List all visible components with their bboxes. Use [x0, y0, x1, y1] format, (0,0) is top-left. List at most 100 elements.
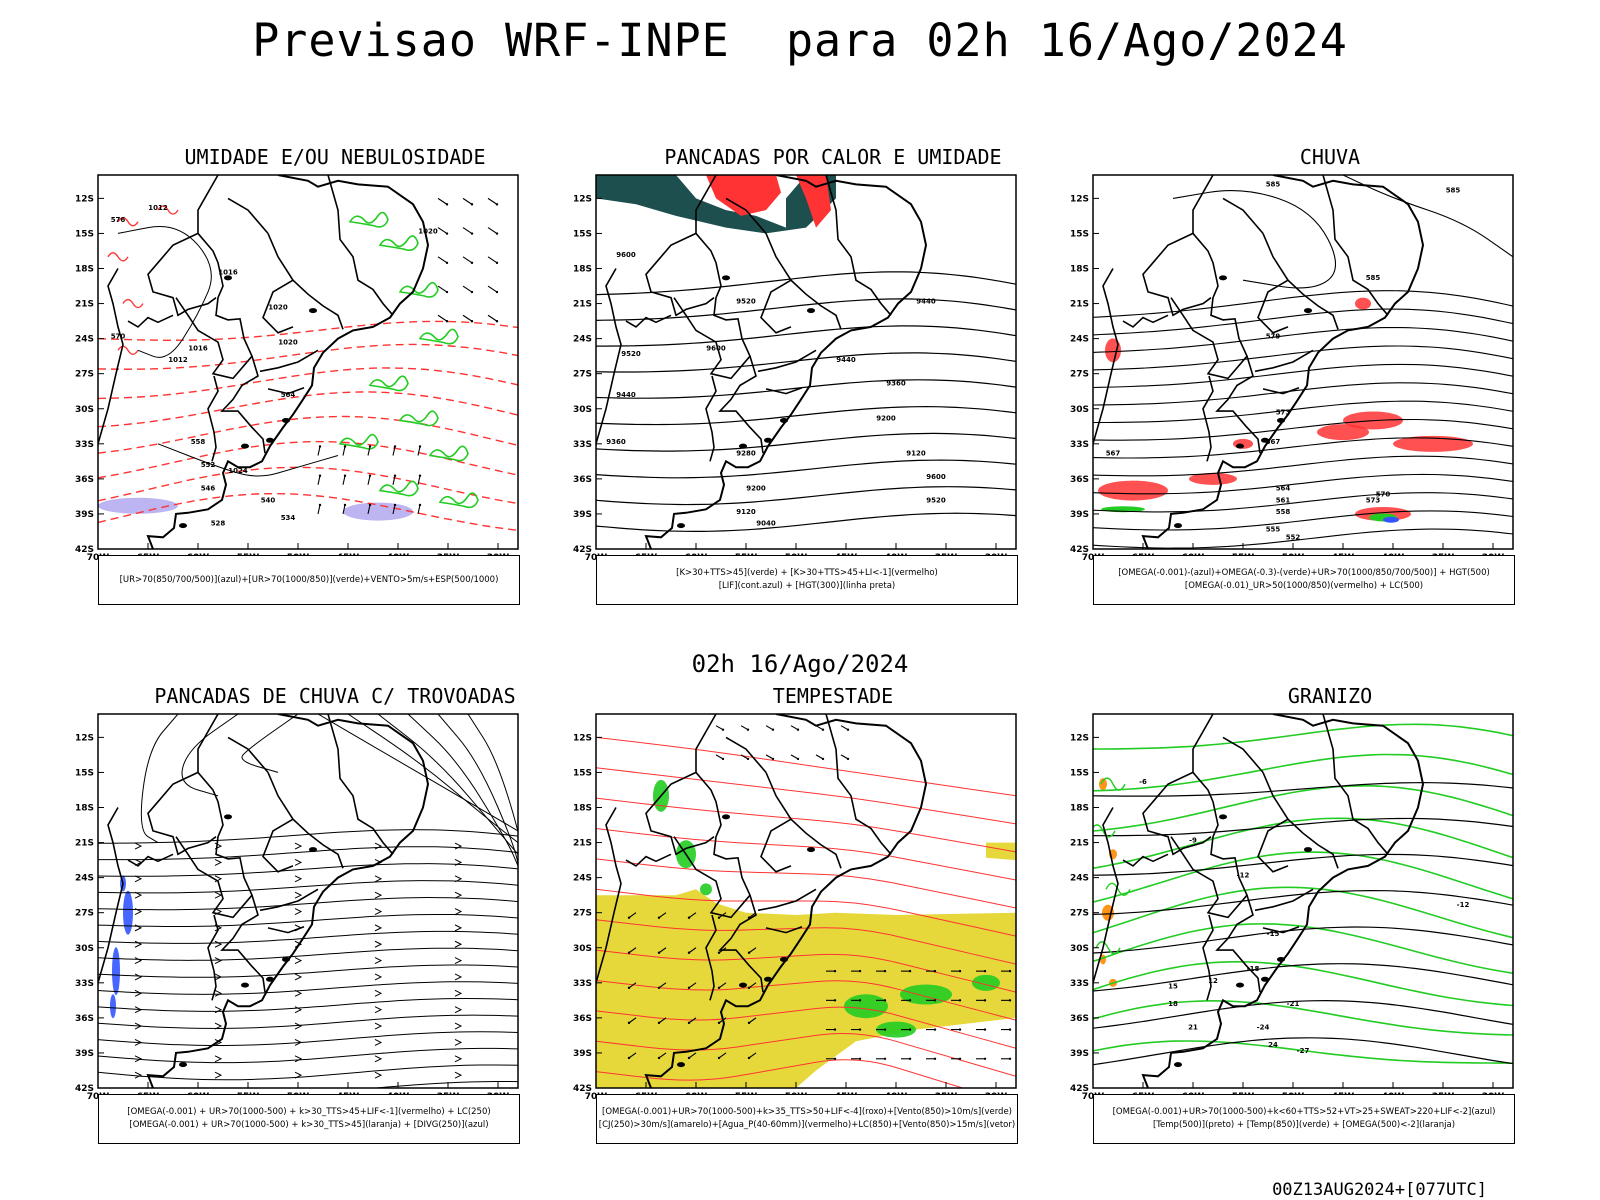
contour-label: 570: [1376, 490, 1391, 498]
panel-title: UMIDADE E/OU NEBULOSIDADE: [184, 145, 486, 169]
contour-label: 24: [1268, 1041, 1278, 1049]
lat-tick-label: 15S: [1070, 768, 1089, 778]
wind-vector: [367, 446, 371, 456]
wind-vector: [658, 947, 667, 954]
contour-label: 561: [1276, 496, 1291, 504]
wind-vector: [367, 504, 371, 515]
lat-tick-label: 39S: [75, 510, 94, 520]
wind-vector: [790, 754, 799, 760]
contour-label: 1024: [228, 467, 248, 475]
lat-tick-label: 21S: [573, 300, 592, 310]
lat-tick-label: 15S: [1070, 229, 1089, 239]
lat-tick-label: 42S: [1070, 545, 1089, 555]
wind-vector: [765, 754, 774, 760]
contour-label: 558: [191, 438, 206, 446]
wind-vector: [487, 227, 498, 235]
lat-tick-label: 39S: [573, 1049, 592, 1059]
contour-label: -6: [1139, 778, 1147, 786]
wind-vector: [487, 256, 498, 264]
lat-tick-label: 42S: [75, 1084, 94, 1094]
lat-tick-label: 18S: [1070, 804, 1089, 814]
wind-vector: [487, 197, 498, 205]
contour-label: 12: [1208, 977, 1218, 985]
wind-vector: [718, 1052, 727, 1059]
panel-granizo: GRANIZO -6 -9 -12 -15 -18 -21 -24 -27 12 15 18 21 24-…: [1065, 684, 1595, 1174]
wind-vector: [840, 754, 849, 760]
contour-label: 9280: [736, 450, 756, 458]
panel-title: PANCADAS POR CALOR E UMIDADE: [664, 145, 1002, 169]
lat-tick-label: 18S: [573, 804, 592, 814]
lat-tick-label: 30S: [75, 405, 94, 415]
field-area: [98, 497, 178, 514]
contour-label: 9200: [876, 414, 896, 422]
contour-label: 585: [1366, 274, 1381, 282]
lat-tick-label: 39S: [573, 510, 592, 520]
lat-tick-label: 33S: [1070, 440, 1089, 450]
contour-label: 9600: [926, 473, 946, 481]
wind-vector: [462, 314, 473, 322]
legend-box: [OMEGA(-0.001)+UR>70(1000-500)+k<60+TTS>…: [1093, 1094, 1515, 1144]
contour-label: 9520: [736, 298, 756, 306]
wind-vector: [765, 725, 774, 731]
lat-tick-label: 24S: [75, 335, 94, 345]
lat-tick-label: 27S: [1070, 909, 1089, 919]
lat-tick-label: 33S: [573, 979, 592, 989]
legend-line: [OMEGA(-0.001) + UR>70(1000-500) + k>30_…: [127, 1107, 491, 1117]
wind-vector: [715, 725, 724, 731]
contour-label: 558: [1276, 508, 1291, 516]
lat-tick-label: 21S: [75, 839, 94, 849]
contour-label: 546: [201, 485, 216, 493]
contour-label: 1020: [268, 303, 288, 311]
lat-tick-label: 27S: [1070, 370, 1089, 380]
contour-label: 534: [281, 514, 296, 522]
contour-label: 1020: [418, 227, 438, 235]
lat-tick-label: 18S: [75, 265, 94, 275]
legend-box: [OMEGA(-0.001) + UR>70(1000-500) + k>30_…: [98, 1094, 520, 1144]
contour-label: 9040: [756, 520, 776, 528]
field-area: [1105, 338, 1121, 363]
contour-label: 552: [201, 461, 216, 469]
panel-tempestade: TEMPESTADE 12S 15S 18S 21S 24S 27S 30S 33S 36S 39S…: [568, 684, 1098, 1174]
contour-label: 9600: [706, 344, 726, 352]
wind-vector: [815, 754, 824, 760]
field-area: [343, 502, 413, 521]
wind-vector: [628, 1052, 637, 1059]
field-area: [1102, 904, 1114, 921]
contour-label: 552: [1286, 534, 1301, 542]
wind-vector: [487, 314, 498, 322]
lat-tick-label: 21S: [1070, 839, 1089, 849]
legend-line: [OMEGA(-0.01)_UR>50(1000/850)(vermelho) …: [1184, 581, 1424, 591]
contour-label: 9120: [736, 508, 756, 516]
panel-pancadas-por-calor-e-umidade: PANCADAS POR CALOR E UMIDADE 9600 9520 9440…: [568, 145, 1098, 635]
lat-tick-label: 27S: [573, 370, 592, 380]
wind-vector: [342, 446, 346, 456]
lat-tick-label: 18S: [75, 804, 94, 814]
field-area: [1317, 424, 1369, 441]
lat-tick-label: 21S: [75, 300, 94, 310]
map-frame: 12S15S18S21S24S27S30S33S36S39S42S70W65W6…: [1070, 174, 1514, 563]
contour-label: -12: [1457, 901, 1470, 909]
field-area: [972, 974, 1000, 991]
contour-label: 9360: [606, 438, 626, 446]
lat-tick-label: 30S: [75, 944, 94, 954]
wind-vector: [317, 446, 321, 456]
legend-line: [Temp(500)](preto) + [Temp(850)](verde) …: [1152, 1120, 1456, 1130]
legend-box: [K>30+TTS>45](verde) + [K>30+TTS>45+LI<-…: [596, 555, 1018, 605]
contour-label: 567: [1266, 438, 1281, 446]
field-area: [1099, 778, 1107, 791]
wind-vector: [658, 912, 667, 919]
contour-label: 9440: [836, 356, 856, 364]
lat-tick-label: 24S: [75, 874, 94, 884]
panel-umidade-e-ou-nebulosidade: UMIDADE E/OU NEBULOSIDADE 1012 1016 1020 102…: [70, 145, 600, 635]
field-area: [1098, 480, 1168, 501]
legend-line: [OMEGA(-0.001)+UR>70(1000-500)+k<60+TTS>…: [1112, 1107, 1496, 1117]
contour-label: 9440: [916, 298, 936, 306]
wind-vector: [317, 475, 321, 485]
lat-tick-label: 36S: [1070, 475, 1089, 485]
lat-tick-label: 18S: [1070, 265, 1089, 275]
forecast-time-title: 02h 16/Ago/2024: [691, 650, 909, 678]
legend-line: [UR>70(850/700/500)](azul)+[UR>70(1000/8…: [119, 574, 499, 585]
wind-vector: [437, 227, 448, 235]
contour-label: 9520: [926, 496, 946, 504]
